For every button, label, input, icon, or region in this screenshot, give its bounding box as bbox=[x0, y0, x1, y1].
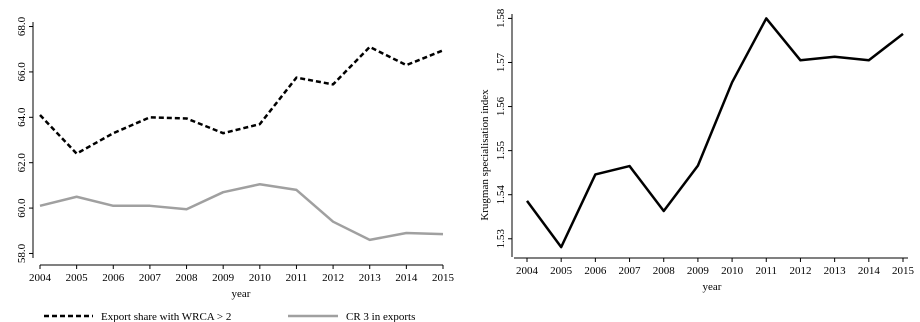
x-tick-label: 2004 bbox=[29, 272, 52, 284]
y-tick-label: 58.0 bbox=[16, 243, 28, 263]
x-tick-label: 2006 bbox=[102, 272, 125, 284]
left-series bbox=[39, 45, 444, 242]
left-chart: 58.060.062.064.066.068.0 2004 2005 2006 200… bbox=[16, 16, 455, 322]
x-tick-label: 2008 bbox=[176, 272, 199, 284]
left-y-ticks: 58.0 60.0 62.0 64.0 66.0 68.0 bbox=[16, 16, 33, 263]
legend-label-series-1: Export share with WRCA > 2 bbox=[101, 311, 231, 322]
right-series bbox=[525, 17, 904, 249]
x-tick-label: 2014 bbox=[858, 265, 881, 277]
right-y-axis-label: Krugman specialisation index bbox=[479, 89, 491, 221]
series-line-1 bbox=[39, 45, 444, 155]
left-x-axis-label: year bbox=[232, 288, 251, 300]
left-x-ticks: 2004 2005 2006 2007 2008 2009 2010 2011 2012 2013… bbox=[29, 265, 455, 284]
y-tick-label: 66.0 bbox=[16, 62, 28, 82]
x-tick-label: 2004 bbox=[516, 265, 539, 277]
x-tick-label: 2006 bbox=[584, 265, 607, 277]
y-tick-label: 1.56 bbox=[495, 96, 507, 116]
right-y-ticks: 1.53 1.54 1.55 1.56 1.57 1.58 bbox=[495, 8, 512, 248]
series-line-1 bbox=[525, 17, 904, 249]
right-x-ticks: 2004 2005 2006 2007 2008 2009 2010 2011 2012 2013… bbox=[516, 258, 915, 277]
y-tick-label: 1.57 bbox=[495, 52, 507, 72]
x-tick-label: 2015 bbox=[892, 265, 915, 277]
x-tick-label: 2014 bbox=[395, 272, 418, 284]
legend-label-series-2: CR 3 in exports bbox=[346, 311, 415, 322]
x-tick-label: 2015 bbox=[432, 272, 455, 284]
y-tick-label: 1.54 bbox=[495, 185, 507, 205]
x-tick-label: 2007 bbox=[139, 272, 162, 284]
right-chart: 1.531.541.551.561.571.58 2004 2005 2006 200… bbox=[479, 8, 915, 293]
x-tick-label: 2010 bbox=[249, 272, 272, 284]
x-tick-label: 2012 bbox=[322, 272, 344, 284]
left-legend: Export share with WRCA > 2 CR 3 in expor… bbox=[44, 311, 415, 322]
right-x-axis-label: year bbox=[703, 281, 722, 293]
x-tick-label: 2008 bbox=[653, 265, 676, 277]
x-tick-label: 2010 bbox=[721, 265, 744, 277]
y-tick-label: 60.0 bbox=[16, 198, 28, 218]
y-tick-label: 1.53 bbox=[495, 229, 507, 249]
x-tick-label: 2013 bbox=[359, 272, 382, 284]
y-tick-label: 68.0 bbox=[16, 16, 28, 36]
y-tick-label: 1.58 bbox=[495, 8, 507, 28]
x-tick-label: 2005 bbox=[550, 265, 573, 277]
x-tick-label: 2013 bbox=[824, 265, 847, 277]
y-tick-label: 1.55 bbox=[495, 141, 507, 161]
x-tick-label: 2005 bbox=[66, 272, 89, 284]
y-tick-label: 62.0 bbox=[16, 153, 28, 173]
x-tick-label: 2009 bbox=[212, 272, 235, 284]
x-tick-label: 2007 bbox=[619, 265, 642, 277]
x-tick-label: 2011 bbox=[755, 265, 777, 277]
x-tick-label: 2012 bbox=[789, 265, 811, 277]
x-tick-label: 2009 bbox=[687, 265, 710, 277]
series-line-2 bbox=[39, 183, 444, 242]
y-tick-label: 64.0 bbox=[16, 107, 28, 127]
x-tick-label: 2011 bbox=[286, 272, 308, 284]
